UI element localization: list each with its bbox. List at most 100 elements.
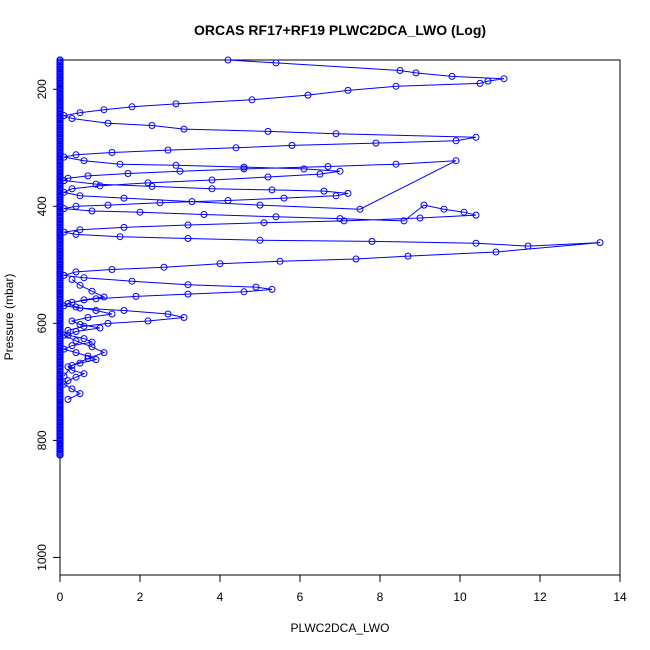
data-point <box>104 119 112 127</box>
data-point <box>64 331 72 339</box>
data-point <box>440 205 448 213</box>
data-point <box>80 370 88 378</box>
x-axis-label: PLWC2DCA_LWO <box>291 621 390 635</box>
data-point <box>472 211 480 219</box>
data-point <box>88 338 96 346</box>
data-point <box>356 205 364 213</box>
data-point <box>128 277 136 285</box>
data-point <box>68 342 76 350</box>
data-point <box>88 343 96 351</box>
y-tick-label: 600 <box>35 313 49 333</box>
data-point <box>180 314 188 321</box>
data-point <box>80 296 88 304</box>
data-point <box>76 226 84 234</box>
data-point <box>288 141 296 149</box>
y-tick-label: 400 <box>35 196 49 216</box>
x-tick-label: 8 <box>377 590 384 604</box>
data-point <box>72 349 80 357</box>
data-point <box>68 115 76 122</box>
data-point <box>224 56 232 64</box>
data-point <box>256 201 264 209</box>
data-point <box>80 274 88 282</box>
data-point <box>120 307 128 314</box>
data-point <box>76 390 84 398</box>
data-point <box>208 176 216 184</box>
data-point <box>84 352 92 360</box>
data-point <box>596 239 604 247</box>
data-point <box>76 109 84 117</box>
data-point <box>404 252 412 260</box>
data-point <box>132 292 140 300</box>
data-point-dense <box>56 451 64 459</box>
data-point <box>336 215 344 223</box>
data-point <box>76 192 84 200</box>
data-point <box>128 103 136 111</box>
data-point <box>500 75 508 83</box>
data-point <box>184 290 192 298</box>
y-tick-label: 1000 <box>35 544 49 571</box>
data-point <box>372 139 380 147</box>
x-tick-label: 2 <box>137 590 144 604</box>
data-point <box>72 151 80 159</box>
data-point <box>172 161 180 169</box>
data-point <box>336 167 344 175</box>
data-point <box>216 260 224 268</box>
data-point <box>68 385 76 393</box>
data-point <box>320 187 328 195</box>
data-point <box>100 293 108 301</box>
data-point <box>224 197 232 204</box>
data-point <box>64 363 72 371</box>
data-point <box>272 59 280 67</box>
data-point <box>148 122 156 129</box>
data-point <box>344 189 352 197</box>
data-point <box>104 201 112 209</box>
data-point <box>232 144 240 152</box>
data-point <box>420 201 428 209</box>
data-point <box>64 326 72 334</box>
data-point <box>260 219 268 227</box>
data-point <box>96 182 104 190</box>
plot-area <box>56 56 604 459</box>
data-point <box>64 377 72 385</box>
data-point <box>92 307 100 314</box>
data-point <box>248 96 256 104</box>
data-point <box>72 303 80 311</box>
data-point <box>144 317 152 325</box>
data-point <box>72 373 80 381</box>
data-point <box>96 324 104 332</box>
x-tick-label: 6 <box>297 590 304 604</box>
data-point <box>164 146 172 154</box>
data-point <box>60 228 68 236</box>
data-point <box>136 208 144 216</box>
x-tick-label: 14 <box>613 590 627 604</box>
data-point <box>68 276 76 283</box>
data-point <box>184 281 192 289</box>
data-point <box>172 100 180 108</box>
y-tick-label: 800 <box>35 430 49 450</box>
data-point <box>72 268 80 276</box>
data-point <box>300 165 308 173</box>
data-point <box>176 167 184 175</box>
data-point <box>104 319 112 327</box>
data-point <box>60 372 68 380</box>
data-point <box>340 217 348 225</box>
data-point <box>72 202 80 210</box>
data-point <box>256 236 264 244</box>
x-tick-label: 4 <box>217 590 224 604</box>
data-point <box>84 314 92 321</box>
y-tick-label: 200 <box>35 79 49 99</box>
data-point <box>68 366 76 374</box>
data-point <box>412 69 420 77</box>
data-point <box>324 163 332 170</box>
data-point <box>476 79 484 87</box>
data-point <box>144 179 152 187</box>
data-point <box>392 82 400 90</box>
data-point <box>184 221 192 229</box>
data-point <box>92 356 100 364</box>
data-point <box>76 281 84 289</box>
data-point <box>164 310 172 318</box>
data-point <box>208 185 216 193</box>
data-point <box>184 235 192 242</box>
